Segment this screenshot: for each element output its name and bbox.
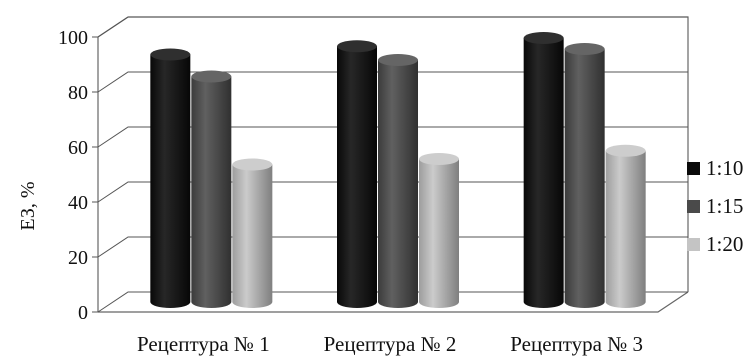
category-labels: Рецептура № 1 Рецептура № 2 Рецептура № 3: [137, 332, 643, 356]
y-tick-label: 80: [68, 82, 88, 104]
x-category-label: Рецептура № 1: [137, 332, 270, 356]
bar-body: [605, 150, 646, 308]
gridline: [97, 236, 688, 258]
bar-body: [232, 164, 273, 308]
gridline: [97, 71, 688, 93]
gridline: [97, 181, 688, 203]
bar-body: [378, 60, 418, 308]
bar: [150, 48, 191, 308]
bar-top: [523, 32, 564, 44]
y-tick-label: 100: [58, 27, 88, 49]
gridlines: [92, 16, 688, 313]
bar-top: [150, 48, 191, 61]
bar-body: [191, 76, 232, 308]
bar: [523, 32, 564, 308]
bar-top: [564, 43, 605, 55]
bar-body: [523, 38, 564, 308]
bar-top: [191, 70, 232, 83]
bar-top: [232, 158, 273, 171]
bar-top: [419, 153, 459, 165]
bar-top: [378, 54, 418, 66]
gridline: [97, 291, 688, 313]
bar: [378, 54, 418, 308]
x-category-label: Рецептура № 2: [324, 332, 457, 356]
gridline: [97, 126, 688, 148]
y-axis-title: ЕЗ, %: [17, 181, 39, 230]
legend-label: 1:15: [706, 194, 743, 218]
x-category-label: Рецептура № 3: [510, 332, 643, 356]
bar-top: [605, 144, 646, 157]
legend-swatch: [687, 200, 700, 213]
left-wall-edge: [97, 16, 129, 312]
gridline: [97, 16, 688, 38]
y-tick-label: 0: [78, 302, 88, 324]
y-tick-label: 60: [68, 137, 88, 159]
legend: 1:10 1:15 1:20: [687, 156, 743, 256]
bar-top: [337, 40, 377, 53]
bar-body: [337, 46, 377, 308]
legend-swatch: [687, 238, 700, 251]
y-tick-label: 40: [68, 192, 88, 214]
bar: [191, 70, 232, 308]
bar: [605, 144, 646, 308]
bar-body: [150, 54, 191, 308]
bar-body: [564, 49, 605, 308]
y-tick-label: 20: [68, 247, 88, 269]
legend-label: 1:10: [706, 156, 743, 180]
bars: [150, 32, 646, 308]
bar: [564, 43, 605, 308]
bar: [337, 40, 377, 308]
bar-body: [419, 159, 459, 308]
y-tick-labels: 0 20 40 60 80 100: [58, 27, 88, 324]
bar: [232, 158, 273, 308]
legend-swatch: [687, 162, 700, 175]
floor-edge: [98, 291, 689, 313]
legend-label: 1:20: [706, 232, 743, 256]
bar: [419, 153, 459, 308]
